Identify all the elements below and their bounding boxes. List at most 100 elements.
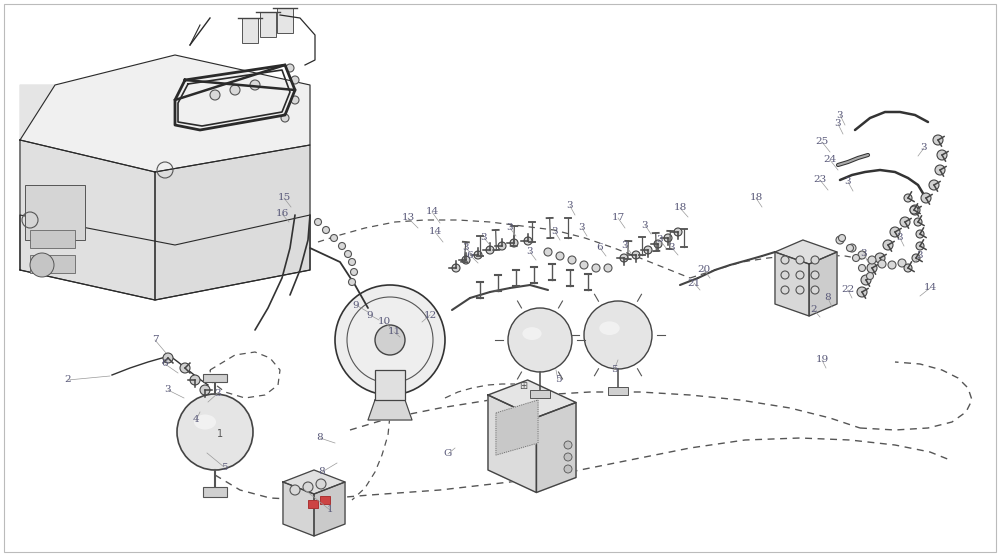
Circle shape xyxy=(914,218,922,226)
Text: 3: 3 xyxy=(835,120,841,128)
Text: 9: 9 xyxy=(367,310,373,320)
Circle shape xyxy=(838,235,846,241)
Circle shape xyxy=(868,256,876,264)
Circle shape xyxy=(163,353,173,363)
Circle shape xyxy=(836,236,844,244)
Bar xyxy=(308,500,318,508)
Text: 9: 9 xyxy=(353,300,359,310)
Circle shape xyxy=(291,76,299,84)
Circle shape xyxy=(556,252,564,260)
Text: 13: 13 xyxy=(401,214,415,222)
Bar xyxy=(277,8,293,33)
Polygon shape xyxy=(809,252,837,316)
Circle shape xyxy=(508,308,572,372)
Text: 1: 1 xyxy=(217,429,223,439)
Circle shape xyxy=(929,180,939,190)
Circle shape xyxy=(498,242,506,250)
Polygon shape xyxy=(20,55,310,172)
Text: 14: 14 xyxy=(428,227,442,236)
Circle shape xyxy=(349,259,356,266)
Text: 2: 2 xyxy=(65,375,71,385)
Text: 23: 23 xyxy=(813,176,827,185)
Text: 12: 12 xyxy=(423,310,437,320)
Bar xyxy=(203,374,227,382)
Circle shape xyxy=(910,206,918,214)
Circle shape xyxy=(852,255,860,261)
Text: 14: 14 xyxy=(923,284,937,292)
Circle shape xyxy=(781,271,789,279)
Text: 1: 1 xyxy=(327,505,333,514)
Circle shape xyxy=(632,251,640,259)
Bar xyxy=(608,387,628,395)
Circle shape xyxy=(846,245,854,251)
Circle shape xyxy=(811,286,819,294)
Text: 3: 3 xyxy=(845,177,851,186)
Circle shape xyxy=(564,441,572,449)
Text: 8: 8 xyxy=(319,468,325,476)
Text: 14: 14 xyxy=(425,207,439,216)
Text: 3: 3 xyxy=(527,247,533,256)
Circle shape xyxy=(796,271,804,279)
Circle shape xyxy=(303,482,313,492)
Circle shape xyxy=(330,235,338,241)
Circle shape xyxy=(898,259,906,267)
Text: G: G xyxy=(444,449,452,459)
Circle shape xyxy=(190,375,200,385)
Text: 19: 19 xyxy=(815,355,829,365)
Circle shape xyxy=(281,114,289,122)
Circle shape xyxy=(462,256,470,264)
Circle shape xyxy=(900,217,910,227)
Circle shape xyxy=(568,256,576,264)
Polygon shape xyxy=(496,400,538,455)
Bar xyxy=(30,255,75,273)
Circle shape xyxy=(781,286,789,294)
Text: 3: 3 xyxy=(567,201,573,211)
Text: 3: 3 xyxy=(642,221,648,230)
Text: 3: 3 xyxy=(165,385,171,395)
Circle shape xyxy=(604,264,612,272)
Circle shape xyxy=(848,244,856,252)
Polygon shape xyxy=(775,240,837,264)
Circle shape xyxy=(674,228,682,236)
Circle shape xyxy=(335,285,445,395)
Text: 2: 2 xyxy=(811,305,817,315)
Bar xyxy=(30,230,75,248)
Circle shape xyxy=(620,254,628,262)
Polygon shape xyxy=(488,395,536,493)
Circle shape xyxy=(858,251,866,259)
Circle shape xyxy=(230,85,240,95)
Bar xyxy=(203,487,227,497)
Text: 3: 3 xyxy=(481,234,487,242)
Circle shape xyxy=(664,234,672,242)
Polygon shape xyxy=(20,140,155,300)
Text: 5: 5 xyxy=(611,365,617,375)
Polygon shape xyxy=(20,85,55,140)
Text: 25: 25 xyxy=(815,137,829,146)
Circle shape xyxy=(933,135,943,145)
Circle shape xyxy=(811,271,819,279)
Text: 21: 21 xyxy=(687,279,701,287)
Circle shape xyxy=(883,240,893,250)
Circle shape xyxy=(921,193,931,203)
Polygon shape xyxy=(536,403,576,493)
Text: 3: 3 xyxy=(579,224,585,232)
Ellipse shape xyxy=(599,321,620,335)
Circle shape xyxy=(580,261,588,269)
Text: 6: 6 xyxy=(162,360,168,369)
Circle shape xyxy=(200,385,210,395)
Bar xyxy=(242,18,258,43)
Circle shape xyxy=(338,242,346,250)
Text: 22: 22 xyxy=(841,285,855,295)
Circle shape xyxy=(177,394,253,470)
Circle shape xyxy=(916,230,924,238)
Circle shape xyxy=(349,279,356,285)
Circle shape xyxy=(584,301,652,369)
Circle shape xyxy=(644,246,652,254)
Circle shape xyxy=(314,219,322,226)
Circle shape xyxy=(474,251,482,259)
Polygon shape xyxy=(20,215,310,300)
Circle shape xyxy=(937,150,947,160)
Circle shape xyxy=(286,64,294,72)
Text: 18: 18 xyxy=(749,193,763,202)
Ellipse shape xyxy=(522,327,542,340)
